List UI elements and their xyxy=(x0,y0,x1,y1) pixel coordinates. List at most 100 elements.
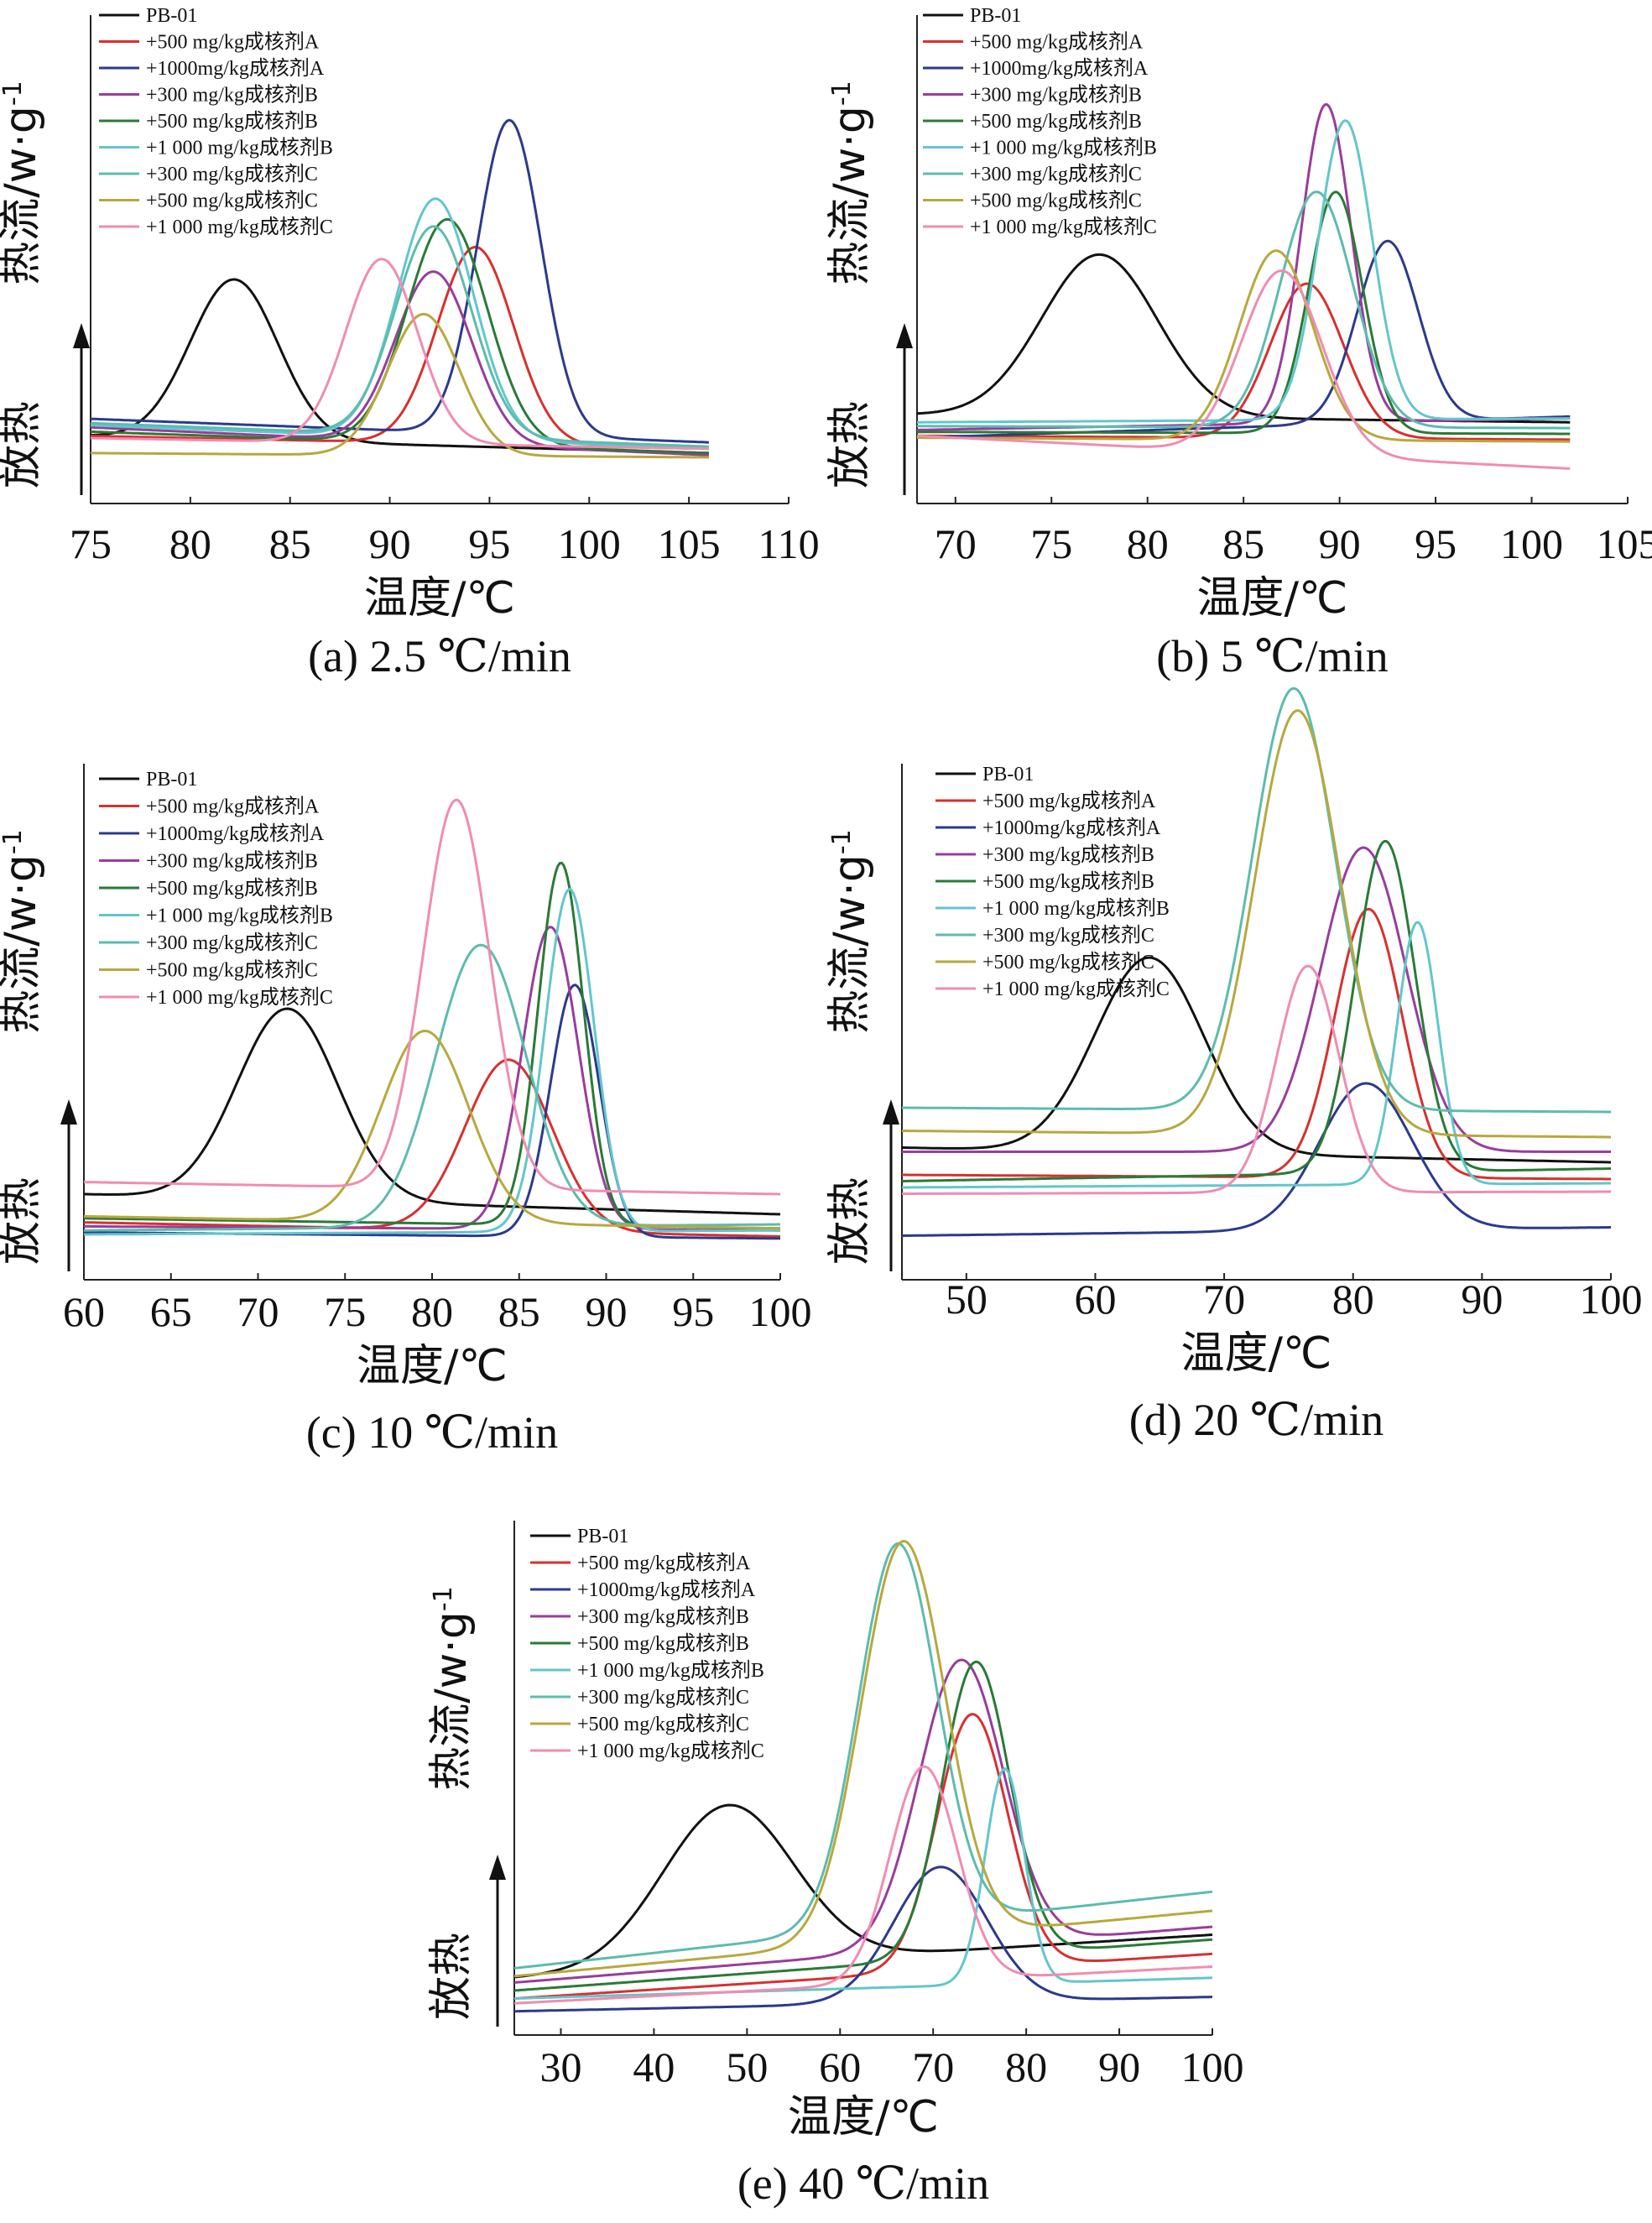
legend-label: +300 mg/kg成核剂C xyxy=(970,163,1142,185)
series-line-4 xyxy=(902,840,1611,1182)
x-tick-label: 100 xyxy=(1500,520,1563,567)
legend-label: +1 000 mg/kg成核剂C xyxy=(970,216,1157,238)
series-line-7 xyxy=(91,312,709,459)
series-line-8 xyxy=(84,798,780,1196)
legend-label: +1000mg/kg成核剂A xyxy=(146,57,325,80)
y-axis-label: 热流/w·g-1 xyxy=(0,81,46,285)
y-axis-label: 热流/w·g-1 xyxy=(825,81,875,285)
legend-label: +500 mg/kg成核剂C xyxy=(982,951,1154,973)
x-tick-label: 60 xyxy=(63,1288,105,1335)
x-tick-label: 95 xyxy=(672,1288,714,1335)
legend-label: PB-01 xyxy=(146,769,197,791)
arrow-head-icon xyxy=(73,323,90,348)
series-line-8 xyxy=(90,258,709,451)
legend-label: +500 mg/kg成核剂B xyxy=(982,870,1154,893)
legend-label: +500 mg/kg成核剂C xyxy=(146,959,318,982)
series-line-0 xyxy=(513,1803,1213,1979)
legend-label: +300 mg/kg成核剂B xyxy=(970,84,1142,107)
x-axis-label: 温度/℃ xyxy=(1181,1328,1332,1379)
series-line-3 xyxy=(917,102,1571,431)
x-tick-label: 95 xyxy=(1415,520,1457,567)
x-tick-label: 50 xyxy=(726,2043,768,2090)
legend-label: +500 mg/kg成核剂A xyxy=(146,796,320,818)
legend-label: +1 000 mg/kg成核剂C xyxy=(982,978,1170,1000)
x-tick-label: 90 xyxy=(1461,1276,1503,1323)
y-axis-label: 热流/w·g-1 xyxy=(825,829,875,1034)
panel-caption: (e) 40 ℃/min xyxy=(737,2158,989,2209)
y-axis-label-sup: -1 xyxy=(0,81,28,106)
x-tick-label: 100 xyxy=(1580,1276,1643,1323)
x-tick-label: 90 xyxy=(369,520,411,567)
series-line-1 xyxy=(91,245,709,451)
x-tick-label: 30 xyxy=(539,2043,581,2090)
x-tick-label: 100 xyxy=(749,1288,812,1335)
x-axis-label: 温度/℃ xyxy=(364,573,515,624)
legend-label: +1 000 mg/kg成核剂B xyxy=(982,897,1170,920)
panel-caption: (d) 20 ℃/min xyxy=(1129,1395,1384,1445)
legend-label: +500 mg/kg成核剂B xyxy=(970,110,1142,133)
x-axis-label: 温度/℃ xyxy=(1197,573,1348,624)
panel-caption: (a) 2.5 ℃/min xyxy=(308,631,571,681)
legend-label: +500 mg/kg成核剂A xyxy=(146,31,320,54)
series-line-7 xyxy=(902,709,1611,1139)
x-tick-label: 90 xyxy=(1319,520,1361,567)
x-tick-label: 60 xyxy=(819,2043,861,2090)
legend-label: +500 mg/kg成核剂A xyxy=(577,1552,751,1574)
x-tick-label: 85 xyxy=(1222,520,1264,567)
legend-label: PB-01 xyxy=(970,5,1021,27)
series-line-1 xyxy=(917,282,1571,441)
series-line-8 xyxy=(902,964,1611,1195)
legend-label: +1 000 mg/kg成核剂B xyxy=(970,137,1157,159)
series-line-6 xyxy=(90,225,709,448)
series-line-4 xyxy=(917,190,1571,436)
legend-label: +1 000 mg/kg成核剂C xyxy=(146,986,333,1009)
legend-label: +1000mg/kg成核剂A xyxy=(146,822,325,845)
x-tick-label: 105 xyxy=(1597,520,1652,567)
x-tick-label: 75 xyxy=(1030,520,1072,567)
x-tick-label: 80 xyxy=(169,520,211,567)
series-line-4 xyxy=(513,1660,1213,1992)
legend-label: +500 mg/kg成核剂C xyxy=(146,190,318,212)
legend-label: +300 mg/kg成核剂C xyxy=(982,924,1154,947)
series-line-5 xyxy=(917,119,1571,424)
series-line-6 xyxy=(513,1542,1213,1970)
x-tick-label: 85 xyxy=(269,520,311,567)
x-tick-label: 80 xyxy=(1127,520,1169,567)
series-line-2 xyxy=(90,118,709,444)
x-tick-label: 70 xyxy=(935,520,977,567)
x-tick-label: 95 xyxy=(468,520,510,567)
legend-label: +300 mg/kg成核剂B xyxy=(982,843,1154,866)
arrow-head-icon xyxy=(883,1099,899,1125)
panel-caption: (c) 10 ℃/min xyxy=(306,1407,558,1458)
series-line-8 xyxy=(916,269,1571,470)
x-tick-label: 100 xyxy=(558,520,621,567)
legend-label: +500 mg/kg成核剂C xyxy=(577,1713,749,1735)
legend-label: +1 000 mg/kg成核剂B xyxy=(146,137,333,159)
legend-label: +1000mg/kg成核剂A xyxy=(982,817,1161,839)
x-tick-label: 50 xyxy=(946,1276,988,1323)
series-line-2 xyxy=(902,1082,1611,1237)
x-tick-label: 70 xyxy=(1203,1276,1245,1323)
legend-label: PB-01 xyxy=(146,5,197,27)
x-tick-label: 90 xyxy=(1098,2043,1140,2090)
x-tick-label: 85 xyxy=(498,1288,540,1335)
series-line-7 xyxy=(84,1029,780,1230)
legend-label: +1000mg/kg成核剂A xyxy=(970,57,1149,80)
x-tick-label: 65 xyxy=(150,1288,192,1335)
exotherm-label: 放热 xyxy=(0,401,46,488)
y-axis-label-sup: -1 xyxy=(0,829,28,854)
arrow-head-icon xyxy=(896,323,913,348)
legend-label: +500 mg/kg成核剂B xyxy=(577,1632,749,1655)
x-tick-label: 100 xyxy=(1181,2043,1244,2090)
legend-label: +300 mg/kg成核剂C xyxy=(146,163,318,185)
x-tick-label: 75 xyxy=(324,1288,366,1335)
legend-label: +1 000 mg/kg成核剂C xyxy=(146,216,333,238)
series-line-5 xyxy=(84,888,780,1236)
legend-label: +500 mg/kg成核剂A xyxy=(982,790,1156,812)
legend-label: PB-01 xyxy=(982,764,1034,785)
exotherm-label: 放热 xyxy=(0,1177,46,1265)
series-line-0 xyxy=(902,956,1611,1164)
series-line-2 xyxy=(514,1866,1212,2013)
series-line-4 xyxy=(90,217,709,455)
